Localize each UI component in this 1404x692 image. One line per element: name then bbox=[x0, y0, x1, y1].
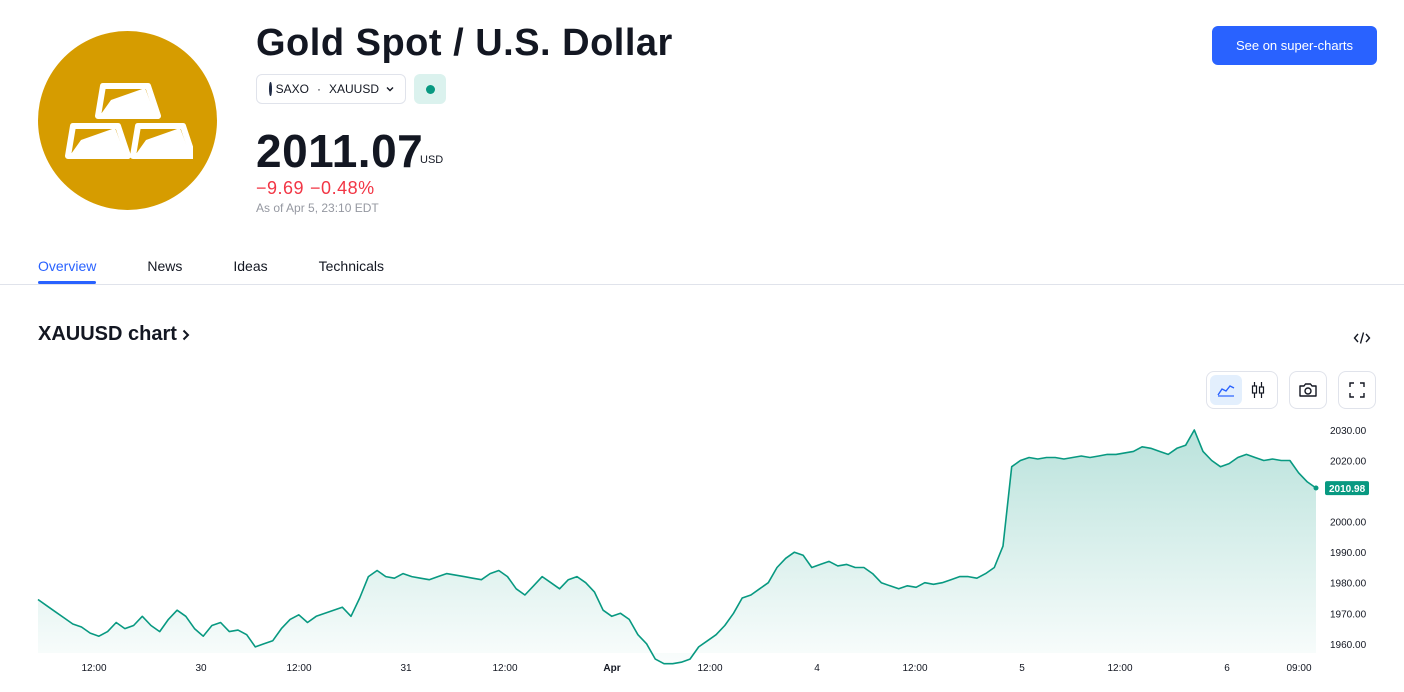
y-tick-label: 1970.00 bbox=[1330, 609, 1367, 620]
x-tick-label: 12:00 bbox=[902, 663, 927, 674]
camera-icon bbox=[1299, 383, 1317, 397]
price-currency: USD bbox=[420, 154, 444, 166]
tabs-divider bbox=[0, 284, 1404, 285]
tab-overview[interactable]: Overview bbox=[38, 258, 97, 284]
price-chart-svg: 2030.00 2020.00 2000.00 1990.00 1980.00 1970.… bbox=[37, 426, 1369, 674]
x-tick-label: 12:00 bbox=[81, 663, 106, 674]
gold-bars-icon bbox=[64, 82, 193, 159]
tab-news[interactable]: News bbox=[147, 258, 183, 274]
last-price-point bbox=[1313, 485, 1319, 491]
chevron-down-icon bbox=[385, 84, 395, 94]
x-tick-label: 12:00 bbox=[286, 663, 311, 674]
ticker-label: XAUUSD bbox=[328, 82, 379, 96]
chart-style-toggle bbox=[1206, 371, 1278, 409]
change-percent: −0.48% bbox=[310, 178, 375, 198]
y-tick-label: 1980.00 bbox=[1330, 579, 1367, 590]
market-status-badge[interactable] bbox=[414, 74, 446, 104]
fullscreen-button[interactable] bbox=[1338, 371, 1376, 409]
market-status-dot-icon bbox=[425, 84, 435, 94]
x-tick-label: Apr bbox=[603, 663, 620, 674]
y-tick-label: 1990.00 bbox=[1330, 548, 1367, 559]
fullscreen-icon bbox=[1349, 382, 1365, 398]
page-title: Gold Spot / U.S. Dollar bbox=[256, 22, 673, 64]
last-price-tag-label: 2010.98 bbox=[1329, 484, 1366, 495]
area-chart-icon[interactable] bbox=[1210, 375, 1242, 405]
x-tick-label: 12:00 bbox=[697, 663, 722, 674]
x-tick-label: 31 bbox=[400, 663, 412, 674]
tab-ideas[interactable]: Ideas bbox=[233, 258, 268, 274]
x-tick-label: 12:00 bbox=[492, 663, 517, 674]
price-change: −9.69 −0.48% bbox=[256, 178, 375, 199]
exchange-label: SAXO bbox=[275, 82, 309, 96]
y-tick-label: 2030.00 bbox=[1330, 426, 1367, 437]
tab-bar: Overview News Ideas Technicals bbox=[38, 258, 435, 284]
last-price-tag bbox=[1325, 481, 1369, 496]
x-tick-label: 4 bbox=[814, 663, 820, 674]
quote-timestamp: As of Apr 5, 23:10 EDT bbox=[256, 201, 379, 215]
x-tick-label: 12:00 bbox=[1107, 663, 1132, 674]
x-tick-label: 6 bbox=[1224, 663, 1230, 674]
last-price: 2011.07 bbox=[256, 125, 424, 177]
chevron-right-icon bbox=[181, 328, 191, 342]
y-tick-label: 1960.00 bbox=[1330, 640, 1367, 651]
code-embed-icon[interactable] bbox=[1352, 328, 1372, 348]
chart-title-link[interactable]: XAUUSD chart bbox=[38, 323, 191, 346]
price-area-fill bbox=[38, 430, 1316, 664]
screenshot-button[interactable] bbox=[1289, 371, 1327, 409]
symbol-selector[interactable]: SAXO · XAUUSD bbox=[256, 74, 406, 104]
separator: · bbox=[316, 82, 321, 96]
see-on-super-charts-button[interactable]: See on super-charts bbox=[1212, 26, 1377, 65]
x-tick-label: 5 bbox=[1019, 663, 1025, 674]
candles-icon[interactable] bbox=[1242, 375, 1274, 405]
y-tick-label: 2020.00 bbox=[1330, 457, 1367, 468]
price-series-line bbox=[37, 429, 1317, 665]
x-tick-label: 09:00 bbox=[1286, 663, 1311, 674]
change-value: −9.69 bbox=[256, 178, 305, 198]
exchange-icon bbox=[269, 82, 272, 96]
tab-technicals[interactable]: Technicals bbox=[318, 258, 384, 274]
price-chart[interactable]: 2030.00 2020.00 2000.00 1990.00 1980.00 1970.… bbox=[0, 415, 1404, 692]
y-tick-label: 2000.00 bbox=[1330, 518, 1367, 529]
gold-logo bbox=[38, 31, 217, 210]
x-tick-label: 30 bbox=[195, 663, 207, 674]
chart-title: XAUUSD chart bbox=[38, 323, 177, 345]
